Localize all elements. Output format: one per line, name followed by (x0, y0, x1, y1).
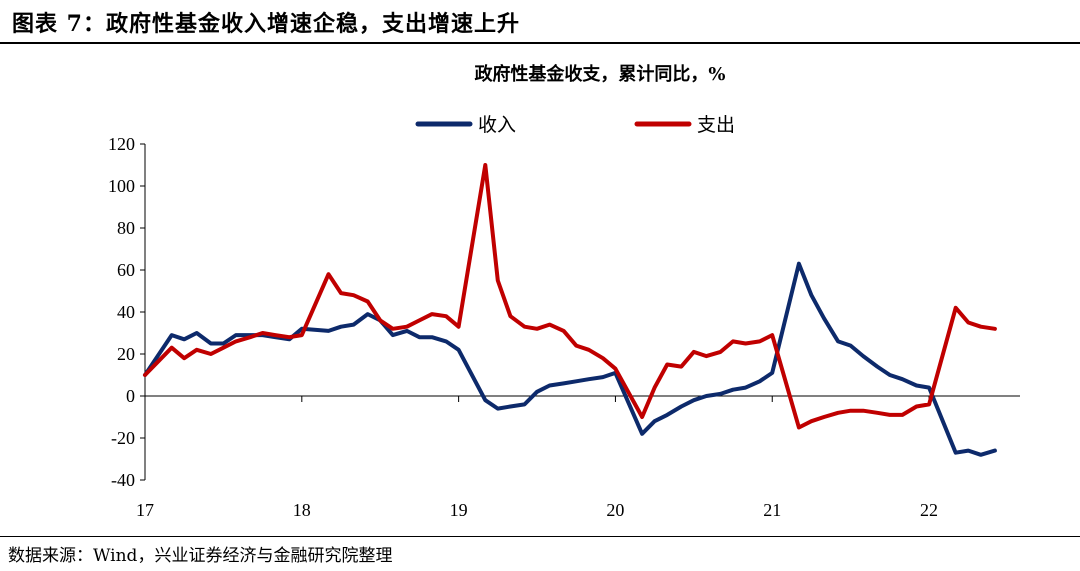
chart-title: 政府性基金收支，累计同比，% (474, 63, 725, 85)
y-tick-label: 60 (117, 260, 135, 280)
y-tick-label: 0 (126, 386, 135, 406)
source-note: 数据来源：Wind，兴业证券经济与金融研究院整理 (8, 546, 393, 566)
y-tick-label: 20 (117, 344, 135, 364)
series-layer (143, 163, 997, 457)
x-tick-label: 17 (136, 500, 154, 520)
y-tick-label: 100 (108, 176, 135, 196)
figure-title: 图表 7：政府性基金收入增速企稳，支出增速上升 (12, 11, 520, 37)
legend-label: 支出 (697, 114, 735, 136)
y-tick-label: 120 (108, 134, 135, 154)
y-tick-label: 40 (117, 302, 135, 322)
x-tick-label: 18 (293, 500, 311, 520)
y-tick-label: 80 (117, 218, 135, 238)
x-tick-label: 22 (920, 500, 938, 520)
y-tick-label: -40 (111, 470, 135, 490)
source-rule (0, 536, 1080, 537)
series-line-expenditure (143, 163, 997, 430)
axes: -40 -20 0 20 40 60 80 100 120 17 18 19 20 21 22 (108, 134, 1020, 520)
title-rule (0, 42, 1080, 44)
x-tick-label: 21 (763, 500, 781, 520)
x-tick-label: 19 (450, 500, 468, 520)
legend: 收入 支出 (415, 114, 735, 136)
x-tick-label: 20 (606, 500, 624, 520)
y-tick-label: -20 (111, 428, 135, 448)
legend-label: 收入 (478, 114, 516, 136)
series-line-revenue (143, 261, 997, 457)
